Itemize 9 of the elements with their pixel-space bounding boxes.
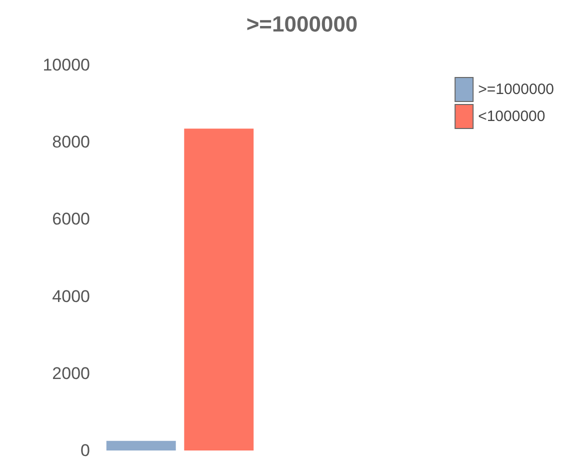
legend-label: <1000000 (478, 108, 546, 125)
y-tick-label: 4000 (52, 286, 90, 306)
y-tick-label: 2000 (52, 364, 90, 383)
legend-label: >=1000000 (478, 81, 554, 98)
y-tick-label: 10000 (42, 56, 90, 74)
y-tick-label: 6000 (52, 210, 90, 229)
y-tick-label: 8000 (52, 132, 90, 152)
chart-title: >=1000000 (246, 12, 358, 36)
y-tick-label: 0 (80, 441, 90, 459)
